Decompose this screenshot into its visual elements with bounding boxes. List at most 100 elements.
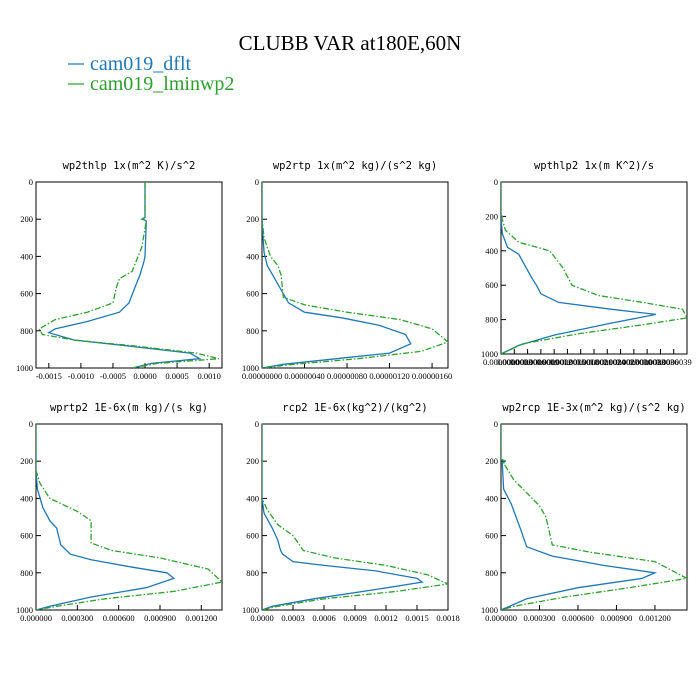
x-tick-label: -0.0010 xyxy=(68,371,94,381)
y-tick-label: 200 xyxy=(485,211,498,221)
y-tick-label: 600 xyxy=(485,280,498,290)
y-tick-label: 400 xyxy=(20,493,33,503)
figure-title: CLUBB VAR at180E,60N xyxy=(239,31,462,55)
y-tick-label: 0 xyxy=(29,419,33,429)
y-tick-label: 800 xyxy=(20,568,33,578)
series-line-dflt xyxy=(501,182,657,354)
y-tick-label: 0 xyxy=(29,177,33,187)
y-tick-label: 200 xyxy=(20,214,33,224)
x-tick-label: 0.000300 xyxy=(61,613,93,623)
x-tick-label: 0.00000160 xyxy=(412,371,452,381)
panel-4: wprtp2 1E-6x(m kg)/(s kg) 0 200 400 600 800 10… xyxy=(16,402,223,623)
panel-title: wp2thlp 1x(m^2 K)/s^2 xyxy=(63,160,196,172)
series-line-lminwp2 xyxy=(36,424,222,610)
series-line-dflt xyxy=(262,182,412,368)
y-tick-label: 0 xyxy=(255,177,259,187)
x-tick-label: 0.0000033 xyxy=(629,357,665,367)
x-tick-label: 0.000900 xyxy=(601,613,633,623)
series-line-lminwp2 xyxy=(501,182,687,354)
x-tick-label: 0.0000 xyxy=(250,613,273,623)
x-tick-label: 0.0018 xyxy=(436,613,459,623)
y-tick-label: 0 xyxy=(494,419,498,429)
y-tick-label: 400 xyxy=(246,251,259,261)
y-tick-label: 1000 xyxy=(16,605,33,615)
x-tick-label: 0.00000080 xyxy=(327,371,367,381)
panel-2: wp2rtp 1x(m^2 kg)/(s^2 kg) 0 200 400 600 800 1… xyxy=(242,160,452,381)
x-tick-label: 0.000300 xyxy=(524,613,556,623)
y-tick-label: 400 xyxy=(20,251,33,261)
legend-label-dflt: cam019_dflt xyxy=(90,53,192,75)
panel-1: wp2thlp 1x(m^2 K)/s^202004006008001000-0… xyxy=(16,160,223,381)
legend: cam019_dflt cam019_lminwp2 xyxy=(68,53,234,95)
series-line-lminwp2 xyxy=(262,182,448,368)
y-tick-label: 400 xyxy=(246,493,259,503)
x-tick-label: 0.0000012 xyxy=(536,357,572,367)
x-tick-label: 0.000600 xyxy=(562,613,594,623)
y-tick-label: 800 xyxy=(485,568,498,578)
x-tick-label: 0.0005 xyxy=(165,371,188,381)
series-line-dflt xyxy=(501,424,658,610)
panel-title: wp2rtp 1x(m^2 kg)/(s^2 kg) xyxy=(273,160,437,172)
y-tick-label: 200 xyxy=(485,456,498,466)
panel-5: rcp2 1E-6x(kg^2)/(kg^2) 0 200 400 600 800 1000… xyxy=(242,402,460,623)
x-tick-label: 0.000900 xyxy=(144,613,176,623)
y-tick-label: 400 xyxy=(485,246,498,256)
y-tick-label: 800 xyxy=(246,568,259,578)
panel-title: wp2rcp 1E-3x(m^2 kg)/(s^2 kg) xyxy=(502,402,685,414)
y-tick-label: 1000 xyxy=(242,363,259,373)
x-tick-label: 0.0000018 xyxy=(563,357,599,367)
x-tick-label: 0.001200 xyxy=(185,613,217,623)
x-tick-label: 0.0003 xyxy=(281,613,304,623)
x-tick-label: 0.000000 xyxy=(485,613,517,623)
panel-title: wpthlp2 1x(m K^2)/s xyxy=(534,160,654,172)
axes-frame xyxy=(261,181,449,369)
y-tick-label: 1000 xyxy=(242,605,259,615)
x-tick-label: 0.00000120 xyxy=(369,371,409,381)
x-tick-label: 0.0000030 xyxy=(616,357,652,367)
y-tick-label: 0 xyxy=(255,419,259,429)
x-tick-label: 0.0000006 xyxy=(510,357,546,367)
y-tick-label: 1000 xyxy=(16,363,33,373)
y-tick-label: 400 xyxy=(485,493,498,503)
x-tick-label: 0.0000021 xyxy=(576,357,612,367)
legend-label-lminwp2: cam019_lminwp2 xyxy=(90,73,234,95)
panels: wp2thlp 1x(m^2 K)/s^202004006008001000-0… xyxy=(16,160,692,623)
x-tick-label: 0.0000 xyxy=(133,371,156,381)
y-tick-label: 600 xyxy=(20,289,33,299)
x-tick-label: 0.00000000 xyxy=(242,371,282,381)
x-tick-label: 0.0006 xyxy=(312,613,335,623)
axes-frame xyxy=(500,181,688,355)
y-tick-label: 800 xyxy=(246,326,259,336)
axes-frame xyxy=(35,181,223,369)
y-tick-label: 0 xyxy=(494,177,498,187)
y-tick-label: 600 xyxy=(485,531,498,541)
x-tick-label: 0.0012 xyxy=(374,613,397,623)
x-tick-label: -0.0005 xyxy=(100,371,126,381)
panel-title: wprtp2 1E-6x(m kg)/(s kg) xyxy=(50,402,208,414)
y-tick-label: 600 xyxy=(246,531,259,541)
y-tick-label: 600 xyxy=(20,531,33,541)
series-line-lminwp2 xyxy=(262,424,448,610)
panel-3: wpthlp2 1x(m K^2)/s020040060080010000.00… xyxy=(481,160,692,367)
series-line-lminwp2 xyxy=(501,424,687,610)
x-tick-label: 0.0000027 xyxy=(603,357,639,367)
y-tick-label: 200 xyxy=(246,214,259,224)
x-tick-label: 0.0010 xyxy=(197,371,220,381)
x-tick-label: 0.000600 xyxy=(103,613,135,623)
x-tick-label: 0.0000000 xyxy=(483,357,519,367)
x-tick-label: 0.0000039 xyxy=(656,357,692,367)
y-tick-label: 600 xyxy=(246,289,259,299)
x-tick-label: 0.0000009 xyxy=(523,357,559,367)
y-tick-label: 1000 xyxy=(481,605,498,615)
x-tick-label: -0.0015 xyxy=(36,371,62,381)
x-tick-label: 0.0015 xyxy=(405,613,428,623)
x-tick-label: 0.000000 xyxy=(20,613,52,623)
y-tick-label: 200 xyxy=(20,456,33,466)
x-tick-label: 0.0009 xyxy=(343,613,366,623)
y-tick-label: 1000 xyxy=(481,349,498,359)
x-tick-label: 0.00000040 xyxy=(284,371,324,381)
y-tick-label: 200 xyxy=(246,456,259,466)
axes-frame xyxy=(35,423,223,611)
series-line-dflt xyxy=(262,424,424,610)
